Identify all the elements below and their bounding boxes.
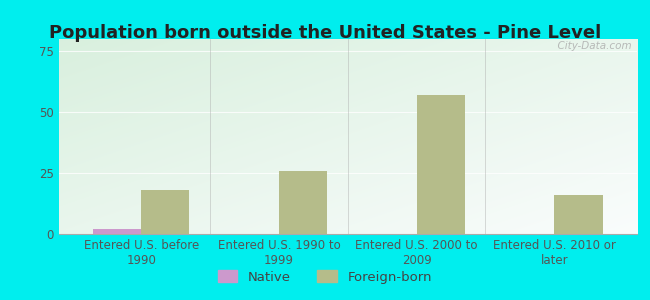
Text: City-Data.com: City-Data.com: [551, 41, 631, 51]
Bar: [279, 171, 327, 234]
Bar: [417, 95, 465, 234]
Bar: [554, 195, 603, 234]
Bar: [93, 229, 141, 234]
Legend: Native, Foreign-born: Native, Foreign-born: [211, 264, 439, 290]
Bar: [141, 190, 189, 234]
Text: Population born outside the United States - Pine Level: Population born outside the United State…: [49, 24, 601, 42]
